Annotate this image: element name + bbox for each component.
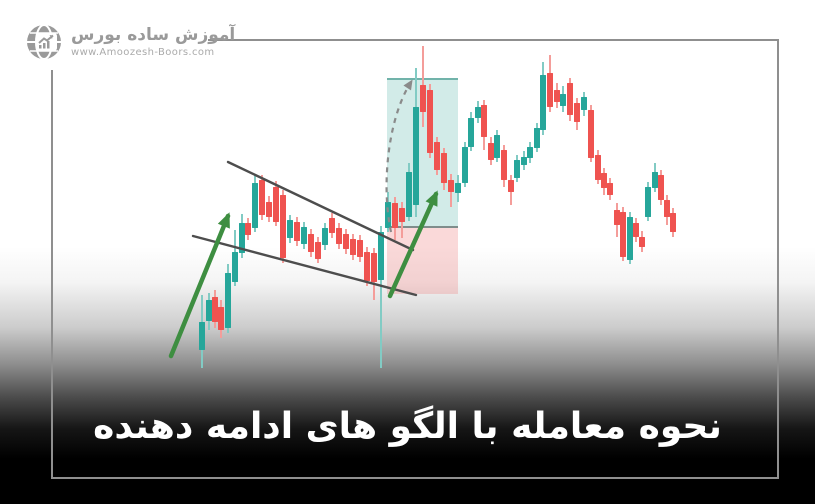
candle-body xyxy=(514,160,520,178)
candle-body xyxy=(540,75,546,130)
candle-body xyxy=(488,143,494,160)
candle-body xyxy=(607,183,613,195)
candle-body xyxy=(633,223,639,237)
candle-body xyxy=(527,147,533,158)
candle-body xyxy=(420,85,426,112)
candle-body xyxy=(378,232,384,280)
candle-body xyxy=(392,203,398,228)
candle-body xyxy=(501,150,507,180)
candle-body xyxy=(259,180,265,215)
candle-body xyxy=(441,153,447,183)
frame-right-line xyxy=(777,39,779,479)
candle-body xyxy=(581,97,587,110)
candle-body xyxy=(534,128,540,148)
candle-body xyxy=(462,147,468,183)
candle-body xyxy=(434,142,440,170)
candle-body xyxy=(371,253,377,282)
candle-body xyxy=(658,175,664,200)
candle-body xyxy=(385,202,391,228)
candle-body xyxy=(554,90,560,102)
candle-body xyxy=(294,222,300,241)
candle-body xyxy=(521,157,527,165)
candle-body xyxy=(627,217,633,260)
candle-wick xyxy=(380,226,382,368)
candle-body xyxy=(595,155,601,180)
candle-body xyxy=(560,94,566,106)
candle-body xyxy=(399,208,405,222)
candle-body xyxy=(308,234,314,252)
candle-body xyxy=(468,118,474,147)
candle-body xyxy=(588,110,594,158)
candle-body xyxy=(455,183,461,193)
candle-body xyxy=(199,322,205,350)
candle-body xyxy=(652,172,658,188)
poster-title: نحوه معامله با الگو های ادامه دهنده xyxy=(93,406,722,447)
candle-body xyxy=(364,252,370,281)
risk-zone xyxy=(387,226,458,294)
candle-body xyxy=(343,234,349,249)
candle-body xyxy=(508,180,514,192)
candle-body xyxy=(448,180,454,192)
candle-body xyxy=(664,200,670,217)
candle-body xyxy=(225,273,231,328)
candle-body xyxy=(287,220,293,238)
candle-body xyxy=(406,172,412,217)
candle-body xyxy=(350,239,356,255)
candle-body xyxy=(475,107,481,118)
candle-body xyxy=(427,90,433,153)
candle-body xyxy=(218,307,224,330)
candle-body xyxy=(601,173,607,188)
candle-body xyxy=(645,187,651,217)
candle-body xyxy=(574,103,580,122)
candle-body xyxy=(266,202,272,217)
candle-body xyxy=(620,212,626,257)
candle-body xyxy=(252,183,258,228)
frame-top-line xyxy=(208,39,778,41)
brand-header: آموزش ساده بورس www.Amoozesh-Boors.com xyxy=(24,22,235,62)
frame-bottom-line xyxy=(51,477,779,479)
candle-body xyxy=(322,228,328,245)
candle-body xyxy=(494,135,500,158)
candle-body xyxy=(273,187,279,222)
candle-body xyxy=(301,227,307,244)
candle-body xyxy=(639,237,645,247)
candle-body xyxy=(413,107,419,205)
candle-body xyxy=(336,228,342,244)
candle-body xyxy=(481,105,487,137)
frame-left-line xyxy=(51,70,53,477)
brand-url: www.Amoozesh-Boors.com xyxy=(71,46,215,58)
candle-body xyxy=(567,83,573,115)
candle-body xyxy=(245,223,251,235)
brand-name: آموزش ساده بورس xyxy=(71,25,236,46)
candle-body xyxy=(547,73,553,107)
candle-body xyxy=(670,213,676,232)
candle-body xyxy=(315,242,321,259)
candle-body xyxy=(614,210,620,225)
candle-body xyxy=(357,240,363,257)
candle-body xyxy=(232,252,238,282)
globe-trend-icon xyxy=(27,24,61,60)
candle-body xyxy=(329,218,335,233)
candle-body xyxy=(280,195,286,258)
